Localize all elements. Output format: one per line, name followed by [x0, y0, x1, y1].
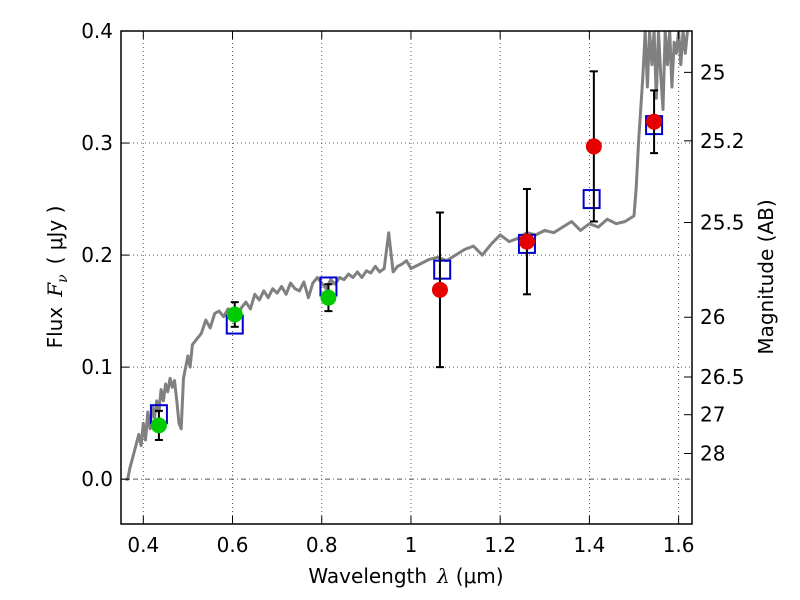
x-tick-label: 0.8	[306, 533, 338, 557]
x-tick-label: 1.6	[663, 533, 695, 557]
magnitude-tick-label: 25.2	[700, 129, 745, 153]
y-tick-label: 0.2	[81, 243, 113, 267]
grid-lines	[121, 30, 692, 524]
x-tick-label: 1.4	[573, 533, 605, 557]
photometry-point	[518, 233, 535, 250]
y-tick-label: 0.1	[81, 355, 113, 379]
photometry-point	[320, 289, 337, 306]
model-square-point	[433, 259, 452, 280]
series-layer	[125, 31, 689, 481]
magnitude-tick-label: 26	[700, 305, 725, 329]
x-tick-label: 0.4	[127, 533, 159, 557]
magnitude-tick-label: 25	[700, 60, 725, 84]
spectrum-line	[125, 31, 689, 481]
magnitude-tick-label: 25.5	[700, 211, 745, 235]
magnitude-tick-label: 26.5	[700, 365, 745, 389]
y-tick-label: 0.3	[81, 131, 113, 155]
y-tick-label: 0.4	[81, 19, 113, 43]
magnitude-tick-label: 28	[700, 442, 725, 466]
tick-marks	[121, 30, 692, 524]
x-tick-label: 0.6	[217, 533, 249, 557]
photometry-point	[431, 281, 448, 298]
photometry-point	[585, 138, 602, 155]
photometry-point	[226, 306, 243, 323]
x-tick-label: 1	[405, 533, 418, 557]
photometry-point	[150, 417, 167, 434]
plot-frame	[120, 30, 693, 525]
x-tick-label: 1.2	[484, 533, 516, 557]
y-tick-label: 0.0	[81, 467, 113, 491]
right-axis-title: Magnitude (AB)	[754, 199, 778, 354]
magnitude-tick-label: 27	[700, 403, 725, 427]
y-axis-title: FluxFν( μJy )	[43, 206, 71, 349]
model-square-point	[582, 189, 601, 210]
photometry-point	[646, 113, 663, 130]
x-axis-title: Wavelength λ (μm)	[308, 564, 503, 588]
